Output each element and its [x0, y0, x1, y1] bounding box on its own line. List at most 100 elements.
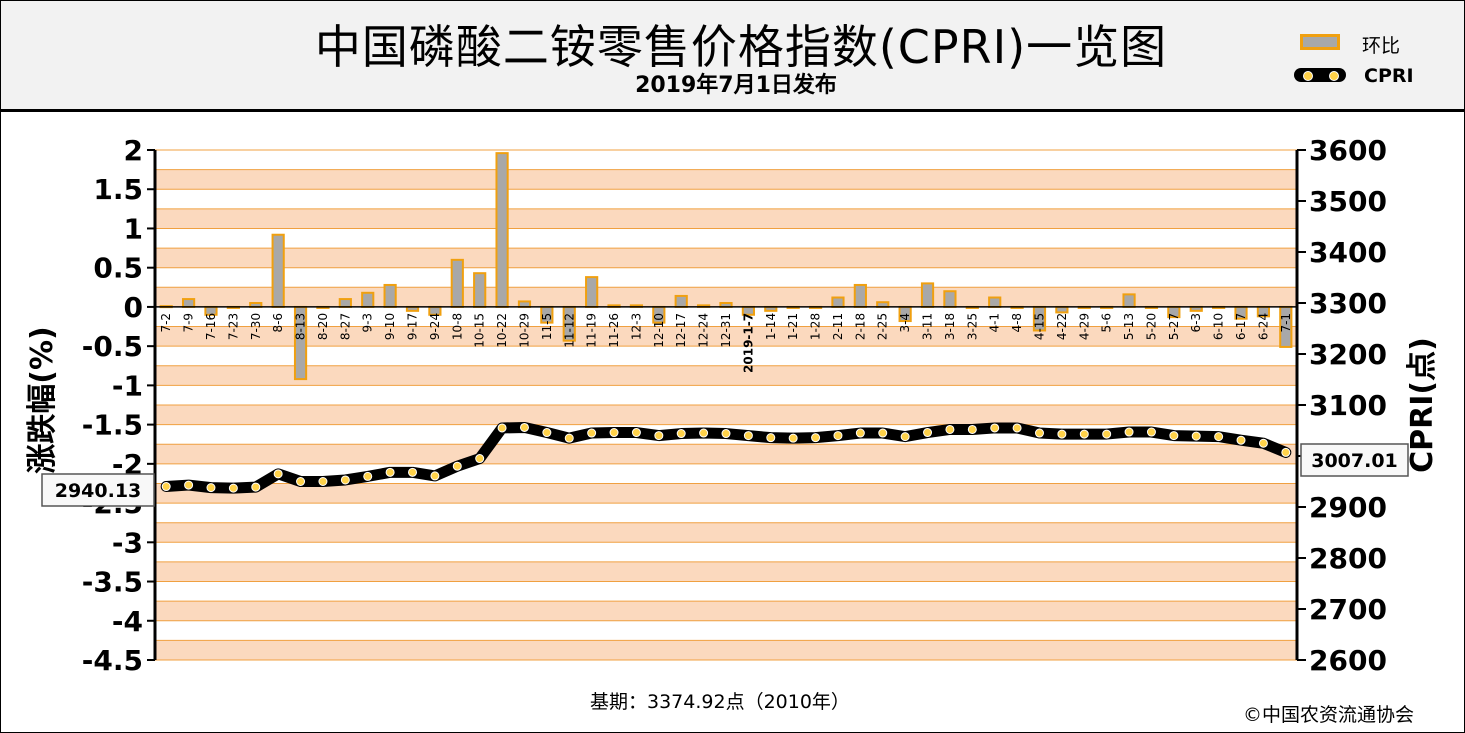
cpri-point-12-10 — [654, 431, 664, 441]
right-tick-label: 3100 — [1309, 389, 1387, 422]
cpri-point-7-16 — [206, 483, 216, 493]
left-tick-label: 0.5 — [93, 252, 143, 285]
cpri-point-9-17 — [408, 467, 418, 477]
cpri-point-3-25 — [967, 424, 977, 434]
chart-header: 中国磷酸二铵零售价格指数(CPRI)一览图 2019年7月1日发布 — [1, 1, 1464, 110]
cpri-point-3-4 — [900, 432, 910, 442]
right-tick-label: 3500 — [1309, 185, 1387, 218]
legend-line-marker — [1329, 71, 1339, 81]
cpri-point-3-18 — [945, 424, 955, 434]
plot-band — [155, 601, 1297, 621]
plot-band — [155, 522, 1297, 543]
x-tick-label: 10-8 — [450, 313, 464, 340]
bar-5-13 — [1122, 293, 1136, 308]
x-tick-label: 7-2 — [159, 313, 173, 333]
cpri-point-6-10 — [1214, 432, 1224, 442]
left-tick-label: -0.5 — [82, 330, 143, 363]
plot-band — [155, 150, 1297, 170]
x-tick-label: 1-21 — [786, 313, 800, 340]
cpri-point-12-24 — [699, 428, 709, 438]
cpri-point-8-13 — [296, 477, 306, 486]
cpri-point-8-6 — [273, 469, 283, 479]
x-tick-label: 1-28 — [809, 313, 823, 340]
cpri-point-7-9 — [184, 480, 194, 490]
plot-band — [155, 248, 1297, 268]
x-tick-label: 9-3 — [361, 313, 375, 333]
cpri-point-1-21 — [788, 433, 798, 443]
x-tick-label: 6-17 — [1234, 313, 1248, 340]
plot-band — [155, 287, 1297, 307]
plot-band — [155, 346, 1297, 366]
x-tick-label: 3-25 — [965, 313, 979, 340]
x-tick-label: 7-23 — [226, 313, 240, 340]
cpri-point-4-22 — [1057, 429, 1067, 439]
x-tick-label: 12-10 — [652, 313, 666, 348]
cpri-point-10-29 — [519, 422, 529, 432]
bar-12-17 — [674, 294, 688, 308]
cpri-point-6-3 — [1191, 431, 1201, 441]
bar-10-8 — [450, 258, 464, 308]
x-tick-label: 4-1 — [988, 313, 1002, 333]
plot-band — [155, 620, 1297, 641]
cpri-point-7-23 — [228, 483, 238, 493]
cpri-point-12-31 — [721, 429, 731, 439]
x-tick-label: 4-22 — [1055, 313, 1069, 340]
cpri-point-12-3 — [631, 428, 641, 438]
x-tick-label: 9-24 — [428, 313, 442, 340]
x-tick-label: 3-11 — [921, 313, 935, 340]
x-tick-label: 11-12 — [562, 313, 576, 348]
cpri-point-1-28 — [811, 433, 821, 443]
first-value-label-box — [41, 473, 155, 507]
cpri-point-6-17 — [1236, 435, 1246, 445]
plot-band — [155, 365, 1297, 386]
x-tick-label: 9-10 — [383, 313, 397, 340]
cpri-point-7-30 — [251, 482, 261, 492]
x-tick-label: 2-18 — [853, 313, 867, 340]
legend-bar-label: 环比 — [1362, 35, 1401, 57]
x-tick-label: 5-6 — [1100, 313, 1114, 333]
cpri-point-6-24 — [1258, 438, 1268, 448]
bar-10-29 — [517, 300, 532, 308]
last-value-label: 3007.01 — [1311, 450, 1398, 472]
x-tick-label: 11-5 — [540, 313, 554, 340]
right-tick-label: 3300 — [1309, 287, 1387, 320]
bar-3-18 — [943, 290, 957, 308]
cpri-point-2-11 — [833, 431, 843, 441]
x-tick-label: 4-15 — [1032, 313, 1046, 340]
x-tick-label: 12-3 — [629, 313, 643, 340]
cpri-point-9-10 — [385, 467, 395, 477]
bar-2-18 — [853, 283, 867, 308]
plot-band — [155, 385, 1297, 405]
x-tick-label: 2-11 — [831, 313, 845, 340]
x-tick-label: 5-13 — [1122, 313, 1136, 340]
plot-band — [155, 640, 1297, 660]
x-tick-label: 12-24 — [697, 313, 711, 348]
cpri-point-7-2 — [161, 482, 171, 492]
left-tick-label: 1.5 — [93, 173, 143, 206]
cpri-point-2019-1-7 — [743, 431, 753, 441]
x-tick-label: 11-19 — [585, 313, 599, 348]
x-tick-label: 1-14 — [764, 313, 778, 340]
x-tick-label: 7-30 — [249, 313, 263, 340]
bar-10-15 — [473, 272, 487, 308]
x-tick-label: 5-20 — [1144, 313, 1158, 340]
cpri-point-4-15 — [1034, 428, 1044, 438]
cpri-point-8-27 — [340, 475, 350, 485]
cpri-point-11-5 — [542, 428, 552, 438]
x-tick-label: 12-17 — [674, 313, 688, 348]
right-tick-label: 2800 — [1309, 542, 1387, 575]
x-tick-label: 10-15 — [473, 313, 487, 348]
plot-band — [155, 483, 1297, 504]
first-value-label: 2940.13 — [55, 480, 142, 502]
x-tick-label: 5-27 — [1167, 313, 1181, 340]
cpri-point-5-27 — [1169, 431, 1179, 441]
right-tick-label: 2600 — [1309, 644, 1387, 677]
x-tick-label: 7-16 — [204, 313, 218, 340]
bar-3-11 — [920, 282, 935, 308]
bar-11-19 — [585, 276, 599, 308]
cpri-point-11-12 — [564, 433, 574, 443]
cpri-point-4-29 — [1079, 429, 1089, 439]
left-tick-label: -1.5 — [82, 409, 143, 442]
legend-line-label: CPRI — [1364, 65, 1414, 87]
